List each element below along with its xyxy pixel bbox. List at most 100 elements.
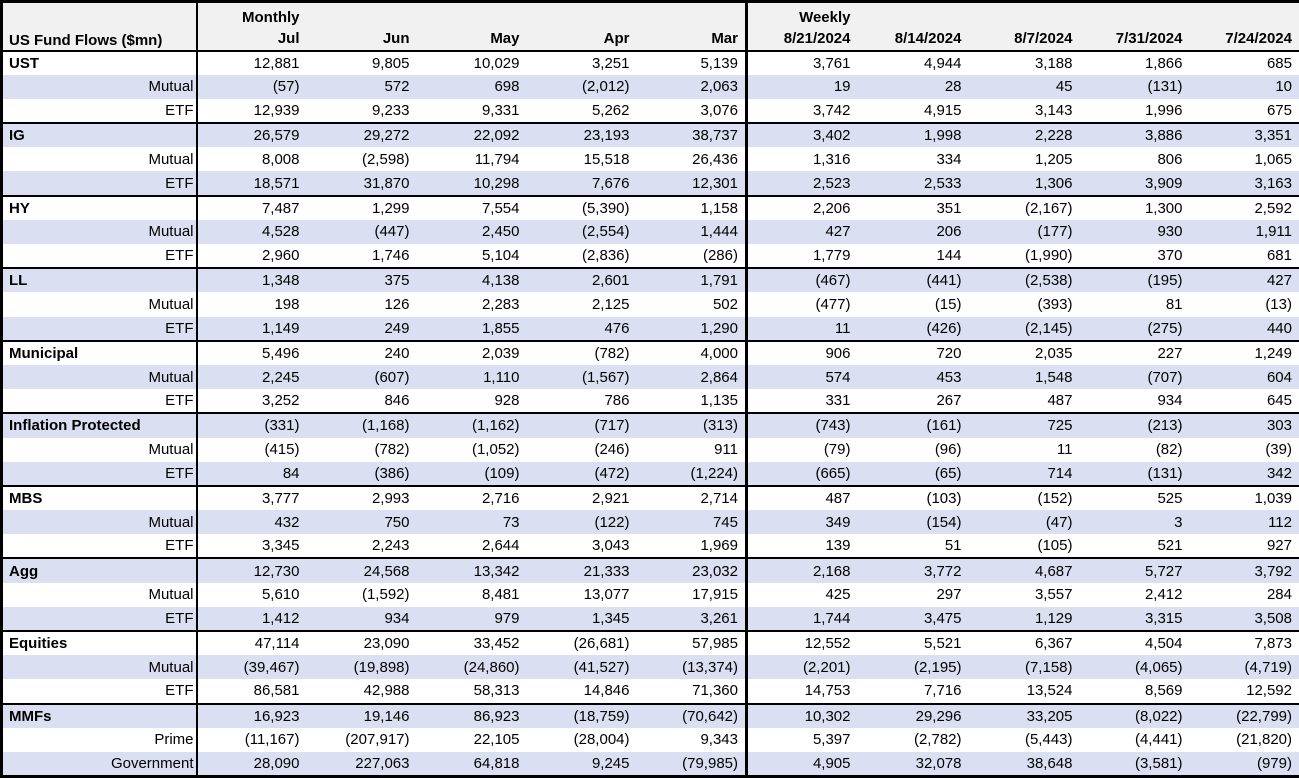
value-cell: (39) <box>1265 441 1292 459</box>
value-cell: (4,065) <box>1079 655 1190 680</box>
table-row-agg-etf: ETF 1,412 934 979 1,345 3,261 1,744 3,475 1,129 3… <box>1 606 1299 631</box>
value-cell: 1,855 <box>416 316 527 341</box>
value-cell: 42,988 <box>363 682 410 700</box>
value-cell: 2,864 <box>636 364 748 390</box>
value-cell: (717) <box>526 412 637 438</box>
table-row-ust-mutual: Mutual (57) 572 698 (2,012) 2,063 19 28 45 (131) 1… <box>1 74 1299 99</box>
value-cell: 2,245 <box>196 364 307 390</box>
value-cell: 10,298 <box>416 171 527 196</box>
value-cell: 12,592 <box>1246 682 1292 700</box>
value-cell: (24,860) <box>416 655 527 680</box>
table-row-ig-etf: ETF 18,571 31,870 10,298 7,676 12,301 2,523 2,5… <box>1 171 1299 196</box>
value-cell: 3,886 <box>1079 122 1190 148</box>
value-cell: 15,518 <box>583 150 630 168</box>
value-cell: 979 <box>416 606 527 631</box>
value-cell: 2,921 <box>526 484 637 511</box>
value-cell: 2,228 <box>968 122 1080 148</box>
row-label: Inflation Protected <box>1 412 198 438</box>
value-cell: (39,467) <box>196 655 307 680</box>
row-label: IG <box>1 122 198 148</box>
value-cell: (415) <box>264 441 300 459</box>
value-cell: 487 <box>746 484 858 511</box>
value-cell: (195) <box>1079 267 1190 293</box>
value-cell: 2,993 <box>306 484 417 511</box>
value-cell: (161) <box>857 412 969 438</box>
value-cell: 4,528 <box>196 219 307 244</box>
column-header-may: May <box>416 26 527 51</box>
value-cell: 425 <box>825 586 851 604</box>
value-cell: 5,397 <box>812 731 851 749</box>
value-cell: 22,092 <box>416 122 527 148</box>
value-cell: 375 <box>306 267 417 293</box>
header-spacer <box>1189 1 1299 27</box>
value-cell: 432 <box>196 510 307 535</box>
row-label: Government <box>1 751 198 777</box>
value-cell: 3,508 <box>1189 606 1299 631</box>
row-label: Mutual <box>1 292 198 317</box>
value-cell: 1,744 <box>746 606 858 631</box>
row-label: Equities <box>1 629 198 656</box>
value-cell: (11,167) <box>244 731 300 749</box>
value-cell: 521 <box>1157 537 1183 555</box>
value-cell: 574 <box>746 364 858 390</box>
value-cell: 14,846 <box>583 682 630 700</box>
value-cell: 26,579 <box>196 122 307 148</box>
value-cell: 1,205 <box>1034 150 1073 168</box>
value-cell: (2,012) <box>526 74 637 99</box>
value-cell: 3,076 <box>636 98 748 124</box>
value-cell: 1,969 <box>636 534 748 559</box>
value-cell: 786 <box>604 392 630 410</box>
header-spacer <box>306 1 417 27</box>
value-cell: 13,077 <box>583 586 630 604</box>
value-cell: 267 <box>936 392 962 410</box>
value-cell: 2,206 <box>746 194 858 220</box>
table-row-mbs-mutual: Mutual 432 750 73 (122) 745 349 (154) (47) 3 112 <box>1 510 1299 535</box>
value-cell: 284 <box>1266 586 1292 604</box>
value-cell: (109) <box>416 461 527 486</box>
value-cell: 2,592 <box>1189 194 1299 220</box>
row-label: HY <box>1 194 198 220</box>
value-cell: 3,475 <box>857 606 969 631</box>
value-cell: (2,836) <box>581 247 630 265</box>
value-cell: 4,944 <box>857 49 969 75</box>
row-label: Mutual <box>1 437 198 462</box>
value-cell: 10 <box>1189 74 1299 99</box>
section-label-monthly: Monthly <box>196 1 307 27</box>
value-cell: (96) <box>934 441 962 459</box>
value-cell: 1,779 <box>812 247 851 265</box>
value-cell: (2,195) <box>857 655 969 680</box>
value-cell: 3,742 <box>812 101 851 119</box>
value-cell: (3,581) <box>1079 751 1190 777</box>
value-cell: 1,998 <box>857 122 969 148</box>
value-cell: 3,261 <box>636 606 748 631</box>
value-cell: 2,039 <box>416 339 527 365</box>
value-cell: 112 <box>1189 510 1299 535</box>
value-cell: (1,567) <box>526 364 637 390</box>
table-header: US Fund Flows ($mn) Monthly Weekly Jul Ju… <box>1 1 1299 51</box>
table-row-ll-etf: ETF 1,149 249 1,855 476 1,290 11 (426) (2,145) (2… <box>1 316 1299 341</box>
value-cell: 745 <box>636 510 748 535</box>
value-cell: (28,004) <box>573 731 630 749</box>
value-cell: 45 <box>968 74 1080 99</box>
value-cell: (47) <box>968 510 1080 535</box>
table-row-municipal-etf: ETF 3,252 846 928 786 1,135 331 267 487 934 645 <box>1 389 1299 414</box>
value-cell: 2,412 <box>1144 586 1183 604</box>
table-row-ust-etf: ETF 12,939 9,233 9,331 5,262 3,076 3,742 4,915 3… <box>1 98 1299 124</box>
value-cell: 10,029 <box>416 49 527 75</box>
value-cell: 1,911 <box>1189 219 1299 244</box>
value-cell: 476 <box>526 316 637 341</box>
table-row-inflation-protected-mutual: Mutual (415) (782) (1,052) (246) 911 (79) (96) 1… <box>1 437 1299 462</box>
value-cell: (57) <box>196 74 307 99</box>
column-header-jul: Jul <box>196 26 307 51</box>
value-cell: 64,818 <box>416 751 527 777</box>
value-cell: (79,985) <box>636 751 748 777</box>
value-cell: (131) <box>1079 461 1190 486</box>
value-cell: 1,345 <box>526 606 637 631</box>
value-cell: 2,533 <box>857 171 969 196</box>
header-spacer <box>636 1 748 27</box>
value-cell: (2,167) <box>968 194 1080 220</box>
header-spacer <box>968 1 1080 27</box>
value-cell: (152) <box>968 484 1080 511</box>
value-cell: 5,262 <box>591 101 630 119</box>
